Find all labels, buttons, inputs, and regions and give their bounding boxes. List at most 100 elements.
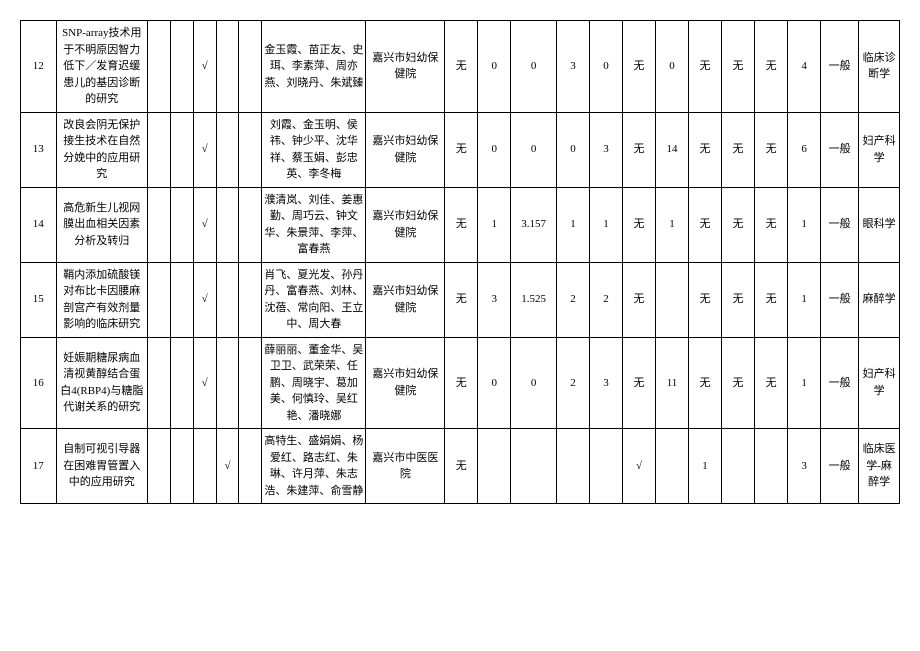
- val-9: 无: [722, 21, 755, 113]
- val-1: 无: [445, 112, 478, 187]
- table-row: 15鞘内添加硫酸镁对布比卡因腰麻剖宫产有效剂量影响的临床研究 √ 肖飞、夏光发、孙丹…: [21, 262, 900, 337]
- val-2: 3: [478, 262, 511, 337]
- subject: 眼科学: [859, 187, 900, 262]
- organization: 嘉兴市妇幼保健院: [366, 337, 445, 429]
- row-index: 13: [21, 112, 57, 187]
- check-col-1: [148, 262, 171, 337]
- val-7: [656, 429, 689, 504]
- grade: 一般: [821, 187, 859, 262]
- val-5: 0: [589, 21, 622, 113]
- check-col-4: [216, 337, 239, 429]
- grade: 一般: [821, 262, 859, 337]
- check-col-1: [148, 187, 171, 262]
- check-col-1: [148, 112, 171, 187]
- val-3: 0: [511, 337, 557, 429]
- val-6: √: [623, 429, 656, 504]
- val-8: 1: [689, 429, 722, 504]
- check-col-4: [216, 262, 239, 337]
- val-5: 1: [589, 187, 622, 262]
- val-4: 3: [556, 21, 589, 113]
- val-8: 无: [689, 21, 722, 113]
- grade: 一般: [821, 21, 859, 113]
- val-11: 1: [788, 337, 821, 429]
- val-2: 0: [478, 21, 511, 113]
- table-row: 16妊娠期糖尿病血清视黄醇结合蛋白4(RBP4)与糖脂代谢关系的研究√薛丽丽、董…: [21, 337, 900, 429]
- val-6: 无: [623, 337, 656, 429]
- project-title: 高危新生儿视网膜出血相关因素分析及转归: [56, 187, 147, 262]
- check-col-5: [239, 337, 262, 429]
- check-col-5: [239, 429, 262, 504]
- check-col-5: [239, 112, 262, 187]
- check-col-3: √: [193, 187, 216, 262]
- check-col-4: [216, 112, 239, 187]
- check-col-2: [170, 337, 193, 429]
- val-9: [722, 429, 755, 504]
- personnel-names: 刘霞、金玉明、侯祎、钟少平、沈华祥、蔡玉娟、彭忠英、李冬梅: [262, 112, 366, 187]
- personnel-names: 濮清岚、刘佳、姜惠勤、周巧云、钟文华、朱景萍、李萍、富春燕: [262, 187, 366, 262]
- check-col-2: [170, 21, 193, 113]
- val-1: 无: [445, 262, 478, 337]
- val-7: 14: [656, 112, 689, 187]
- subject: 妇产科学: [859, 337, 900, 429]
- check-col-4: [216, 21, 239, 113]
- val-6: 无: [623, 112, 656, 187]
- table-row: 14高危新生儿视网膜出血相关因素分析及转归 √ 濮清岚、刘佳、姜惠勤、周巧云、钟文华…: [21, 187, 900, 262]
- val-3: [511, 429, 557, 504]
- val-4: 2: [556, 337, 589, 429]
- row-index: 17: [21, 429, 57, 504]
- val-5: 3: [589, 337, 622, 429]
- data-table: 12SNP-array技术用于不明原因智力低下／发育迟缓患儿的基因诊断的研究√金…: [20, 20, 900, 504]
- val-3: 0: [511, 112, 557, 187]
- val-4: [556, 429, 589, 504]
- table-row: 12SNP-array技术用于不明原因智力低下／发育迟缓患儿的基因诊断的研究√金…: [21, 21, 900, 113]
- row-index: 16: [21, 337, 57, 429]
- personnel-names: 肖飞、夏光发、孙丹丹、富春燕、刘林、沈蓓、常向阳、王立中、周大春: [262, 262, 366, 337]
- personnel-names: 高特生、盛娟娟、杨爱红、路志红、朱琳、许月萍、朱志浩、朱建萍、俞雪静: [262, 429, 366, 504]
- val-1: 无: [445, 187, 478, 262]
- check-col-2: [170, 262, 193, 337]
- val-9: 无: [722, 187, 755, 262]
- val-7: [656, 262, 689, 337]
- check-col-4: √: [216, 429, 239, 504]
- val-2: 0: [478, 337, 511, 429]
- val-11: 4: [788, 21, 821, 113]
- subject: 妇产科学: [859, 112, 900, 187]
- organization: 嘉兴市中医医院: [366, 429, 445, 504]
- val-4: 0: [556, 112, 589, 187]
- val-5: 3: [589, 112, 622, 187]
- row-index: 15: [21, 262, 57, 337]
- val-9: 无: [722, 112, 755, 187]
- subject: 麻醉学: [859, 262, 900, 337]
- check-col-1: [148, 337, 171, 429]
- check-col-3: √: [193, 21, 216, 113]
- val-11: 6: [788, 112, 821, 187]
- val-3: 0: [511, 21, 557, 113]
- val-1: 无: [445, 337, 478, 429]
- organization: 嘉兴市妇幼保健院: [366, 112, 445, 187]
- val-5: 2: [589, 262, 622, 337]
- val-3: 3.157: [511, 187, 557, 262]
- subject: 临床医学-麻醉学: [859, 429, 900, 504]
- project-title: 鞘内添加硫酸镁对布比卡因腰麻剖宫产有效剂量影响的临床研究: [56, 262, 147, 337]
- val-10: 无: [755, 187, 788, 262]
- check-col-5: [239, 187, 262, 262]
- check-col-4: [216, 187, 239, 262]
- val-8: 无: [689, 187, 722, 262]
- row-index: 12: [21, 21, 57, 113]
- val-6: 无: [623, 187, 656, 262]
- val-4: 2: [556, 262, 589, 337]
- val-2: [478, 429, 511, 504]
- val-9: 无: [722, 337, 755, 429]
- check-col-1: [148, 429, 171, 504]
- check-col-2: [170, 187, 193, 262]
- val-8: 无: [689, 262, 722, 337]
- val-7: 0: [656, 21, 689, 113]
- check-col-2: [170, 429, 193, 504]
- table-row: 13改良会阴无保护接生技术在自然分娩中的应用研究√刘霞、金玉明、侯祎、钟少平、沈…: [21, 112, 900, 187]
- organization: 嘉兴市妇幼保健院: [366, 262, 445, 337]
- row-index: 14: [21, 187, 57, 262]
- check-col-3: √: [193, 262, 216, 337]
- check-col-5: [239, 21, 262, 113]
- grade: 一般: [821, 337, 859, 429]
- personnel-names: 薛丽丽、董金华、吴卫卫、武荣荣、任鹏、周晓宇、葛加美、何慎玲、吴红艳、潘晓娜: [262, 337, 366, 429]
